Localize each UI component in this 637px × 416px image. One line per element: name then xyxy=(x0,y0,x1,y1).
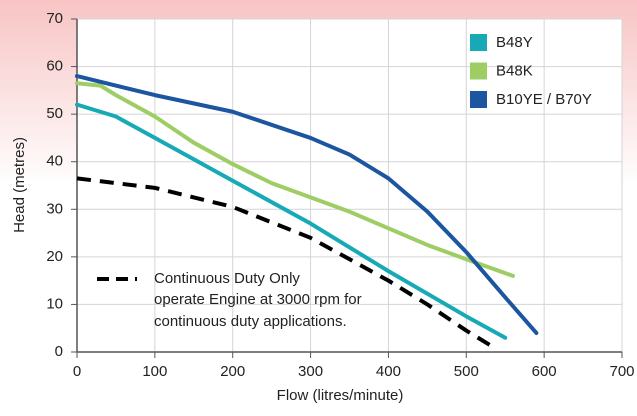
series-line xyxy=(75,81,515,278)
x-tick-label: 600 xyxy=(532,363,557,380)
y-tick-label: 60 xyxy=(46,58,63,75)
y-tick-label: 30 xyxy=(46,200,63,217)
series-line xyxy=(76,176,491,347)
legend-swatch xyxy=(470,62,487,80)
legend-swatch xyxy=(470,34,487,51)
legend-label: B48K xyxy=(496,62,533,79)
annotation: operate Engine at 3000 rpm for xyxy=(154,291,362,308)
y-tick-label: 10 xyxy=(46,295,63,312)
y-tick-label: 20 xyxy=(46,248,63,265)
y-tick-label: 50 xyxy=(46,105,63,122)
x-tick-label: 400 xyxy=(376,363,401,380)
x-tick-label: 700 xyxy=(609,363,634,380)
x-tick-label: 300 xyxy=(298,363,323,380)
series-line xyxy=(75,102,508,340)
x-tick-label: 100 xyxy=(142,363,167,380)
legend-label: B10YE / B70Y xyxy=(496,91,592,108)
annotation: continuous duty applications. xyxy=(154,313,347,330)
x-tick-label: 0 xyxy=(73,363,81,380)
y-tick-label: 40 xyxy=(46,153,63,170)
legend-swatch xyxy=(470,91,487,108)
series-line xyxy=(75,74,539,335)
legend-label: B48Y xyxy=(496,34,533,51)
y-axis-label: Head (metres) xyxy=(11,137,28,233)
x-tick-label: 200 xyxy=(220,363,245,380)
x-tick-label: 500 xyxy=(454,363,479,380)
x-axis-label: Flow (litres/minute) xyxy=(277,387,404,404)
plot-area xyxy=(77,19,622,352)
y-tick-label: 70 xyxy=(46,10,63,27)
legend-label: Continuous Duty Only xyxy=(154,270,300,287)
y-tick-label: 0 xyxy=(55,343,63,360)
